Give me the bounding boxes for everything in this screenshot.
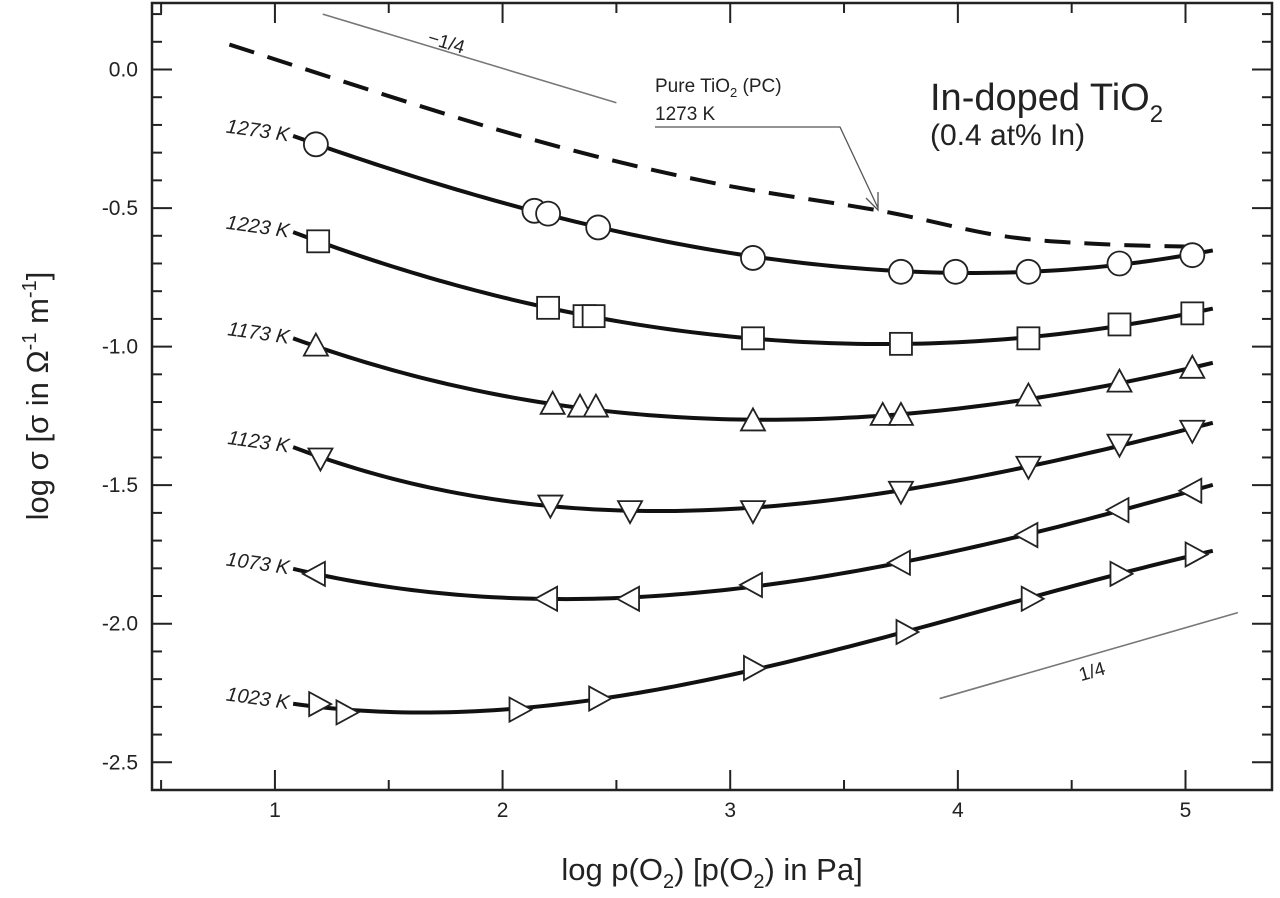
x-tick-label: 3 (724, 799, 736, 822)
marker-triangle-left (1013, 521, 1039, 549)
marker-triangle-down (616, 500, 644, 525)
x-tick-label: 4 (952, 799, 964, 822)
marker-square (581, 304, 606, 329)
reference-curve-dashed (228, 42, 1202, 249)
marker-triangle-down (1105, 433, 1133, 459)
series-curve (292, 548, 1214, 715)
title: In-doped TiO2 (930, 77, 1163, 128)
marker-triangle-up (1178, 353, 1206, 379)
marker-circle (303, 131, 329, 158)
marker-triangle-right (335, 698, 361, 726)
marker-circle (942, 258, 969, 285)
y-tick-label: 0.0 (109, 59, 138, 82)
reference-arrow (655, 126, 879, 212)
series-curve (292, 420, 1214, 514)
series-1123k: 1123 K (226, 419, 1214, 525)
marker-square (536, 295, 560, 320)
marker-triangle-left (533, 585, 558, 613)
marker-triangle-left (615, 585, 640, 613)
marker-circle (585, 214, 612, 241)
marker-triangle-down (536, 494, 564, 520)
marker-triangle-right (895, 618, 921, 646)
x-tick-label: 1 (269, 799, 281, 822)
marker-triangle-down (739, 500, 767, 525)
y-axis-label: log σ [σ in Ω-1 m-1] (19, 272, 55, 521)
marker-triangle-left (1177, 477, 1203, 505)
slope-guide-line (322, 13, 617, 104)
marker-triangle-left (738, 571, 763, 599)
marker-circle (888, 258, 914, 285)
marker-triangle-down (1178, 419, 1206, 445)
plot-frame (150, 1, 1274, 792)
y-tick-label: -1.5 (102, 474, 138, 497)
series-1223k: 1223 K (225, 212, 1214, 356)
marker-square (306, 229, 331, 254)
marker-triangle-down (306, 447, 334, 473)
marker-triangle-up (302, 331, 330, 357)
marker-square (1016, 326, 1041, 351)
marker-triangle-up (539, 389, 567, 415)
marker-triangle-left (1104, 496, 1130, 524)
marker-triangle-up (582, 392, 610, 418)
marker-triangle-up (739, 406, 767, 432)
slope-guide-line (939, 611, 1239, 700)
series-label: 1073 K (225, 549, 292, 580)
subtitle: (0.4 at% In) (930, 119, 1085, 152)
marker-triangle-up (869, 401, 897, 426)
marker-circle (1015, 258, 1042, 285)
x-tick-label: 2 (497, 799, 509, 822)
y-tick-label: -0.5 (102, 197, 138, 220)
x-tick-label: 5 (1180, 799, 1192, 822)
marker-circle (1179, 242, 1206, 269)
marker-triangle-up (1105, 367, 1133, 393)
reference-label: Pure TiO2 (PC) (655, 76, 782, 100)
marker-triangle-up (1014, 381, 1042, 407)
marker-triangle-down (1014, 455, 1042, 481)
marker-circle (740, 245, 766, 271)
series-label: 1273 K (225, 116, 292, 147)
marker-triangle-right (1020, 585, 1046, 613)
marker-triangle-right (588, 685, 614, 713)
y-tick-label: -2.0 (102, 613, 138, 636)
marker-triangle-left (301, 560, 326, 588)
marker-triangle-right (508, 696, 534, 724)
slope-guide-label: −1/4 (425, 28, 467, 59)
x-axis-label: log p(O2) [p(O2) in Pa] (561, 852, 862, 893)
marker-square (1180, 301, 1205, 326)
series-1073k: 1073 K (225, 477, 1214, 613)
marker-square (1107, 312, 1132, 337)
marker-square (889, 331, 913, 356)
series-label: 1123 K (226, 427, 292, 458)
marker-triangle-up (887, 401, 915, 426)
y-tick-label: -2.5 (102, 751, 138, 774)
marker-triangle-right (1184, 540, 1210, 568)
marker-triangle-right (743, 654, 768, 682)
series-label: 1173 K (226, 318, 292, 349)
marker-circle (535, 200, 561, 227)
series-label: 1223 K (225, 212, 292, 243)
marker-circle (1106, 250, 1133, 277)
slope-guide-label: 1/4 (1077, 658, 1109, 686)
marker-square (741, 326, 765, 351)
series-1023k: 1023 K (225, 540, 1214, 726)
series-1273k: 1273 K (225, 116, 1214, 285)
reference-temp-label: 1273 K (655, 104, 716, 125)
marker-triangle-down (887, 480, 915, 506)
marker-triangle-left (886, 549, 911, 577)
series-label: 1023 K (225, 683, 292, 714)
marker-triangle-right (1109, 560, 1135, 588)
y-tick-label: -1.0 (102, 336, 138, 359)
marker-triangle-right (308, 690, 334, 718)
